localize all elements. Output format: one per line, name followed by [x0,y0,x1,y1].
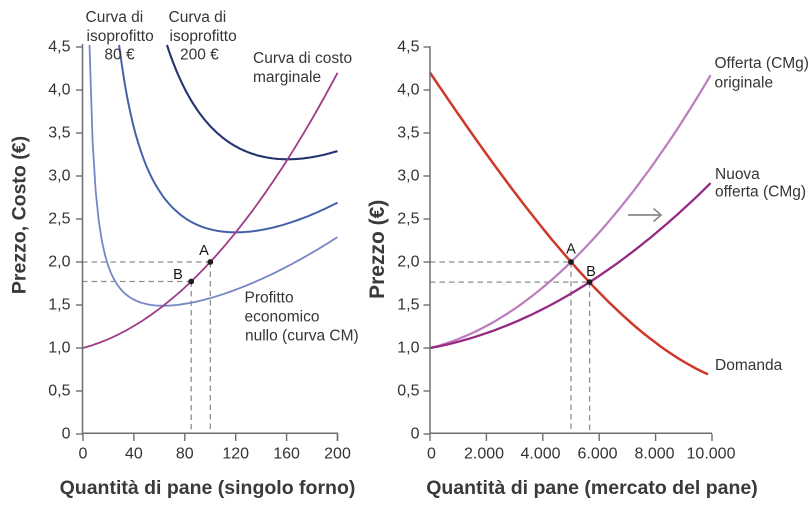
svg-text:isoprofitto: isoprofitto [170,28,237,45]
svg-text:Quantità di pane (mercato del: Quantità di pane (mercato del pane) [426,477,758,499]
svg-text:nullo (curva CM): nullo (curva CM) [245,328,359,345]
svg-text:1,5: 1,5 [48,296,70,313]
svg-text:isoprofitto: isoprofitto [87,28,154,45]
svg-text:10.000: 10.000 [687,446,736,463]
svg-text:1,0: 1,0 [397,339,419,356]
svg-text:2.000: 2.000 [464,446,504,463]
svg-text:0: 0 [411,425,420,442]
svg-text:1,5: 1,5 [397,296,419,313]
svg-text:Curva di costo: Curva di costo [253,50,352,67]
svg-text:4,0: 4,0 [48,81,70,98]
svg-text:3,5: 3,5 [397,124,419,141]
svg-text:Domanda: Domanda [715,357,783,374]
svg-text:80 €: 80 € [104,47,135,64]
svg-text:originale: originale [715,75,774,92]
svg-text:A: A [566,242,576,258]
svg-text:4,5: 4,5 [48,38,70,55]
svg-text:1,0: 1,0 [48,339,70,356]
svg-text:4,0: 4,0 [397,81,419,98]
svg-text:40: 40 [125,446,143,463]
svg-text:6.000: 6.000 [577,446,617,463]
svg-text:200 €: 200 € [180,47,219,64]
svg-text:4,5: 4,5 [397,38,419,55]
svg-text:120: 120 [222,446,249,463]
svg-text:0,5: 0,5 [48,382,70,399]
svg-text:marginale: marginale [253,69,321,86]
svg-text:0: 0 [79,446,88,463]
svg-text:B: B [173,267,183,283]
svg-text:200: 200 [324,446,351,463]
svg-text:0,5: 0,5 [397,382,419,399]
svg-text:80: 80 [176,446,194,463]
svg-text:A: A [199,243,209,259]
svg-text:3,0: 3,0 [48,167,70,184]
svg-text:0: 0 [427,446,436,463]
svg-text:4.000: 4.000 [520,446,560,463]
svg-text:Curva di: Curva di [86,9,144,26]
svg-text:2,5: 2,5 [48,210,70,227]
svg-text:offerta (CMg): offerta (CMg) [715,184,806,201]
svg-text:Prezzo, Costo (€): Prezzo, Costo (€) [9,136,31,294]
svg-text:Prezzo (€): Prezzo (€) [366,200,389,299]
svg-text:Curva di: Curva di [169,9,227,26]
svg-text:3,5: 3,5 [48,124,70,141]
svg-text:economico: economico [245,309,320,326]
svg-text:Offerta (CMg): Offerta (CMg) [715,55,809,72]
svg-text:3,0: 3,0 [397,167,419,184]
svg-text:0: 0 [62,425,71,442]
svg-text:2,0: 2,0 [397,253,419,270]
svg-text:B: B [586,264,596,280]
svg-text:Profitto: Profitto [245,290,294,307]
svg-text:160: 160 [273,446,300,463]
svg-text:Quantità di pane (singolo forn: Quantità di pane (singolo forno) [60,477,356,499]
svg-text:2,0: 2,0 [48,253,70,270]
svg-text:Nuova: Nuova [715,166,760,183]
svg-text:8.000: 8.000 [634,446,674,463]
svg-text:2,5: 2,5 [397,210,419,227]
